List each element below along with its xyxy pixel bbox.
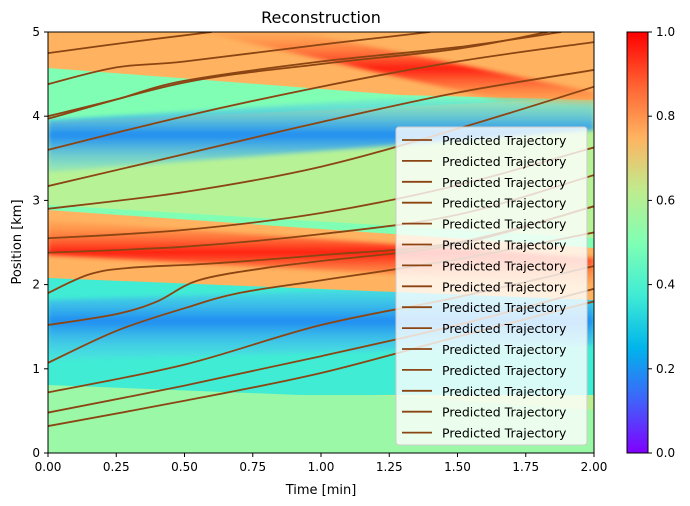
legend-label: Predicted Trajectory [442,133,567,148]
trajectory-line [48,32,431,86]
trajectory-line [48,69,594,187]
colorbar-ticks: 0.0 0.2 0.4 0.6 0.8 1.0 [648,25,675,460]
colorbar: 0.0 0.2 0.4 0.6 0.8 1.0 [626,25,675,460]
legend: Predicted Trajectory Predicted Trajectory… [395,126,588,446]
x-tick-label: 1.50 [444,460,471,474]
legend-box [395,126,588,446]
legend-label: Predicted Trajectory [442,321,567,336]
x-axis-label: Time [min] [285,483,357,498]
x-axis: 0.00 0.25 0.50 0.75 1.00 1.25 1.50 1.75 2.00 [35,453,608,474]
trajectory-line [48,41,594,151]
y-tick-label: 1 [32,362,40,376]
colorbar-scale [626,31,649,454]
colorbar-tick-label: 0.4 [656,278,675,292]
x-tick-label: 0.00 [35,460,62,474]
x-tick-label: 1.25 [376,460,403,474]
legend-label: Predicted Trajectory [442,154,567,169]
legend-label: Predicted Trajectory [442,426,567,441]
colorbar-tick-label: 0.8 [656,109,675,123]
legend-label: Predicted Trajectory [442,300,567,315]
legend-label: Predicted Trajectory [442,279,567,294]
legend-label: Predicted Trajectory [442,405,567,420]
legend-label: Predicted Trajectory [442,175,567,190]
x-tick-label: 2.00 [581,460,608,474]
colorbar-tick-label: 1.0 [656,25,675,39]
colorbar-tick-label: 0.2 [656,362,675,376]
x-tick-label: 1.75 [512,460,539,474]
x-tick-label: 1.00 [308,460,335,474]
y-tick-label: 2 [32,278,40,292]
legend-label: Predicted Trajectory [442,217,567,232]
chart-title: Reconstruction [261,8,381,27]
y-tick-label: 5 [32,25,40,39]
x-tick-label: 0.50 [171,460,198,474]
legend-label: Predicted Trajectory [442,196,567,211]
y-tick-label: 4 [32,109,40,123]
colorbar-tick-label: 0.0 [656,446,675,460]
legend-label: Predicted Trajectory [442,238,567,253]
trajectory-line [48,32,212,54]
legend-label: Predicted Trajectory [442,342,567,357]
legend-label: Predicted Trajectory [442,258,567,273]
colorbar-tick-label: 0.6 [656,193,675,207]
legend-label: Predicted Trajectory [442,363,567,378]
x-tick-label: 0.25 [103,460,130,474]
legend-label: Predicted Trajectory [442,384,567,399]
y-axis: 0 1 2 3 4 5 [32,25,48,460]
y-tick-label: 0 [32,446,40,460]
y-tick-label: 3 [32,193,40,207]
trajectory-line [48,85,594,210]
x-tick-label: 0.75 [239,460,266,474]
y-axis-label: Position [km] [10,199,25,284]
trajectory-line [48,32,562,118]
